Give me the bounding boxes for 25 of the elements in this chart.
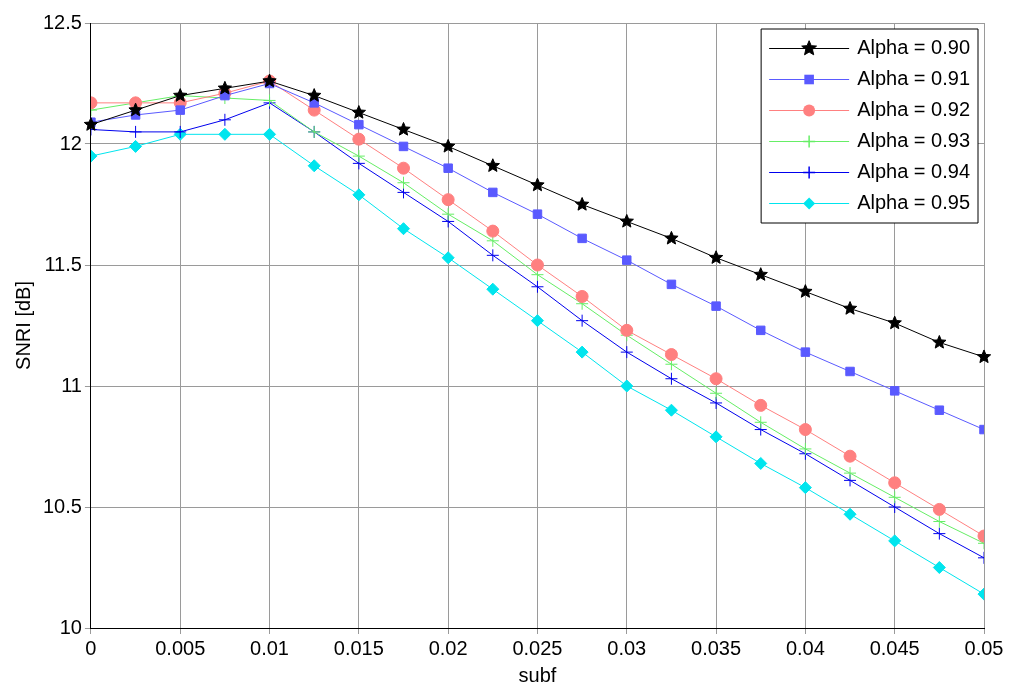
legend-label: Alpha = 0.90 — [857, 36, 970, 59]
x-tick-label: 0.005 — [155, 636, 206, 659]
legend-label: Alpha = 0.94 — [857, 160, 970, 183]
y-tick-label: 12 — [59, 131, 82, 154]
y-tick-label: 10 — [59, 615, 82, 638]
legend-label: Alpha = 0.92 — [857, 98, 970, 121]
x-tick-label: 0.04 — [785, 636, 825, 659]
x-tick-label: 0.05 — [964, 636, 1004, 659]
x-tick-label: 0.035 — [691, 636, 742, 659]
x-tick-label: 0.045 — [869, 636, 920, 659]
legend-label: Alpha = 0.95 — [857, 191, 970, 214]
y-tick-label: 11 — [61, 373, 82, 396]
x-tick-label: 0.015 — [333, 636, 384, 659]
y-tick-label: 11.5 — [44, 252, 82, 275]
x-axis-title: subf — [518, 663, 557, 686]
legend-label: Alpha = 0.93 — [857, 129, 970, 152]
y-tick-label: 12.5 — [42, 10, 82, 33]
y-tick-label: 10.5 — [42, 494, 82, 517]
x-tick-label: 0.02 — [428, 636, 468, 659]
x-tick-label: 0 — [85, 636, 97, 659]
x-tick-label: 0.025 — [512, 636, 563, 659]
legend-label: Alpha = 0.91 — [857, 67, 970, 90]
x-tick-label: 0.03 — [607, 636, 647, 659]
x-tick-label: 0.01 — [250, 636, 290, 659]
y-axis-title: SNRI [dB] — [11, 281, 34, 370]
